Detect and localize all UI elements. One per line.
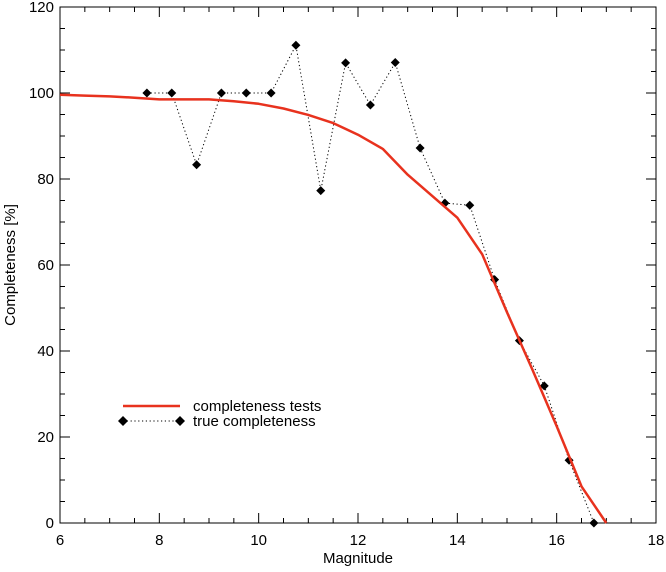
legend-marker-true-completeness-left (118, 416, 128, 426)
series-layer (59, 40, 608, 528)
true-completeness-point-2 (192, 160, 202, 170)
true-completeness-point-8 (341, 58, 351, 68)
series-line-completeness-tests (59, 93, 608, 524)
plot-frame (59, 6, 657, 524)
tick-labels: 6 8 10 12 14 16 18 0 20 40 60 80 100 120 (29, 0, 664, 549)
true-completeness-point-11 (415, 143, 425, 153)
y-axis-title: Completeness [%] (2, 204, 19, 326)
x-tick-label-16: 16 (548, 532, 565, 549)
true-completeness-point-3 (216, 88, 226, 98)
x-tick-label-10: 10 (250, 532, 267, 549)
true-completeness-point-18 (589, 518, 599, 528)
y-tick-label-100: 100 (29, 85, 54, 102)
true-completeness-point-1 (167, 88, 177, 98)
y-tick-label-120: 120 (29, 0, 54, 16)
x-tick-label-8: 8 (155, 532, 163, 549)
y-tick-label-80: 80 (37, 171, 54, 188)
true-completeness-point-0 (142, 88, 152, 98)
y-tick-label-40: 40 (37, 343, 54, 360)
y-tick-label-20: 20 (37, 429, 54, 446)
legend-label-true-completeness: true completeness (193, 413, 316, 430)
x-axis-title: Magnitude (323, 550, 393, 567)
true-completeness-point-16 (539, 381, 549, 391)
true-completeness-point-6 (291, 40, 301, 50)
true-completeness-point-9 (365, 100, 375, 110)
series-line-true-completeness (146, 43, 595, 524)
true-completeness-point-4 (241, 88, 251, 98)
true-completeness-point-7 (316, 186, 326, 196)
x-tick-label-18: 18 (648, 532, 665, 549)
x-tick-label-14: 14 (449, 532, 466, 549)
true-completeness-point-5 (266, 88, 276, 98)
y-tick-label-0: 0 (46, 515, 54, 532)
legend-label-completeness-tests: completeness tests (193, 398, 321, 415)
x-tick-label-12: 12 (350, 532, 367, 549)
true-completeness-point-10 (390, 57, 400, 67)
y-tick-label-60: 60 (37, 257, 54, 274)
x-tick-label-6: 6 (56, 532, 64, 549)
legend: completeness tests true completeness (118, 398, 321, 430)
legend-marker-true-completeness-right (175, 416, 185, 426)
axis-ticks (59, 6, 657, 524)
true-completeness-point-13 (465, 200, 475, 210)
